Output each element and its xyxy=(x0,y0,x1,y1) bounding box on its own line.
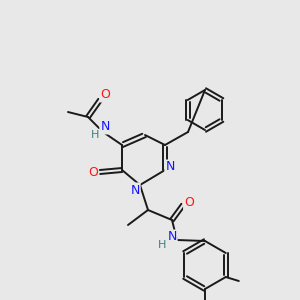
Text: O: O xyxy=(184,196,194,209)
Text: H: H xyxy=(91,130,99,140)
Text: N: N xyxy=(130,184,140,196)
Text: O: O xyxy=(100,88,110,101)
Text: N: N xyxy=(100,121,110,134)
Text: N: N xyxy=(167,230,177,244)
Text: H: H xyxy=(158,240,166,250)
Text: O: O xyxy=(88,166,98,178)
Text: N: N xyxy=(165,160,175,173)
